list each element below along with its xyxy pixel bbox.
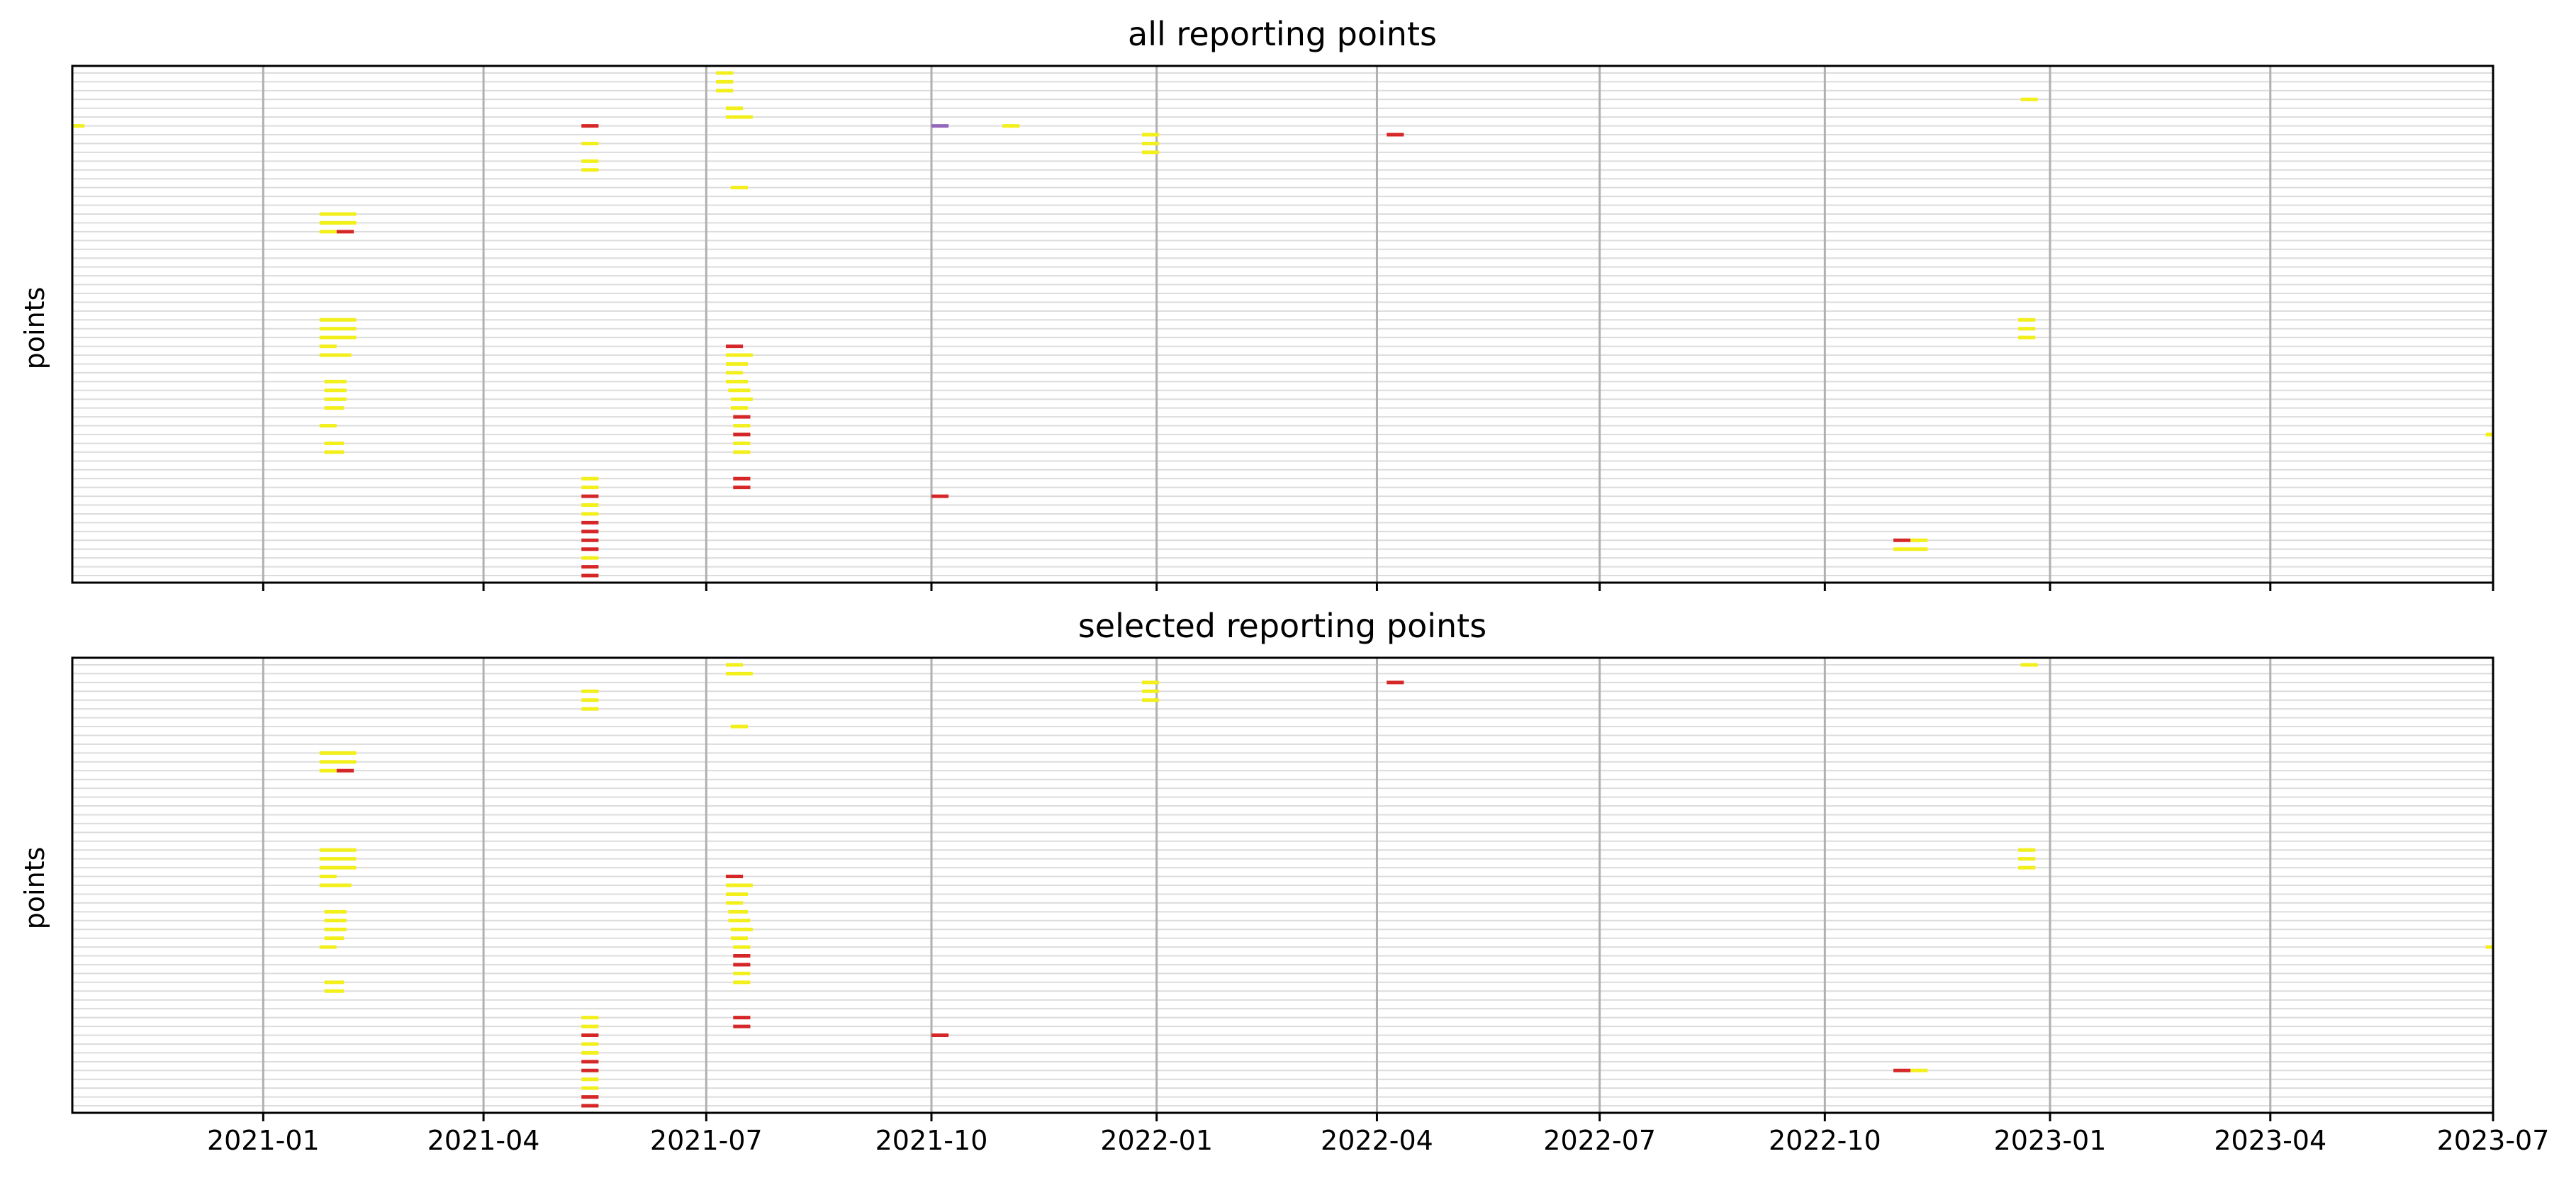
- x-tick-label: 2023-07: [2437, 1125, 2550, 1156]
- x-tick-label: 2022-10: [1769, 1125, 1881, 1156]
- x-tick-label: 2022-01: [1100, 1125, 1213, 1156]
- top-panel-frame: [71, 65, 2494, 584]
- x-tick-label: 2021-10: [875, 1125, 988, 1156]
- x-tick-label: 2021-07: [650, 1125, 763, 1156]
- bottom-panel-ylabel: points: [19, 847, 50, 930]
- top-panel-xticks: [262, 583, 2494, 591]
- bottom-panel: selected reporting points points 2021-01…: [19, 607, 2549, 1156]
- bottom-panel-segments: [319, 663, 2493, 1108]
- x-tick-label: 2021-01: [207, 1125, 320, 1156]
- x-tick-label: 2022-07: [1543, 1125, 1656, 1156]
- top-panel-segments: [72, 71, 2493, 578]
- x-tick-label: 2023-04: [2214, 1125, 2326, 1156]
- bottom-panel-xticks: 2021-01 2021-04 2021-07 2021-10 2022-01 2022-…: [207, 1113, 2549, 1156]
- x-tick-label: 2023-01: [1994, 1125, 2107, 1156]
- top-panel-ylabel: points: [19, 287, 50, 370]
- bottom-panel-frame: [71, 656, 2494, 1114]
- x-tick-label: 2022-04: [1321, 1125, 1433, 1156]
- bottom-panel-grid: [72, 658, 2494, 1113]
- top-panel-grid: [72, 66, 2494, 583]
- bottom-panel-title: selected reporting points: [1078, 607, 1486, 645]
- x-tick-label: 2021-04: [427, 1125, 540, 1156]
- top-panel-title: all reporting points: [1128, 15, 1437, 53]
- top-panel: all reporting points points: [19, 15, 2494, 591]
